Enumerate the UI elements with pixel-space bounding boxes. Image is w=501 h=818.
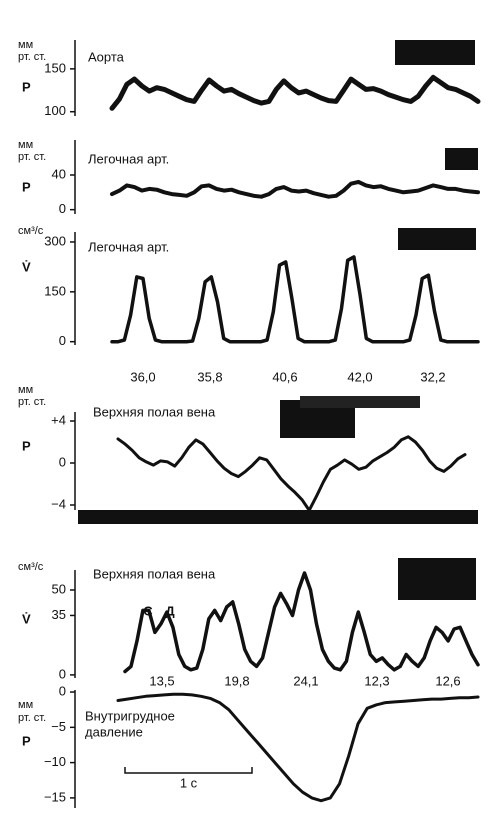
waveform [109, 74, 481, 111]
y-tick-label: −5 [51, 719, 66, 734]
y-tick-label: 150 [44, 60, 66, 75]
y-tick-label: 0 [59, 683, 66, 698]
y-unit: мм [18, 384, 33, 396]
y-tick-label: −4 [51, 496, 66, 511]
stroke-volume-label: 36,0 [130, 369, 155, 384]
waveform [110, 255, 480, 344]
y-unit: см³/с [18, 225, 44, 237]
panel-title: Внутригрудное [85, 708, 175, 723]
y-tick-label: 50 [52, 581, 66, 596]
stroke-volume-label: 19,8 [224, 673, 249, 688]
waveform [116, 435, 467, 512]
y-tick-label: 0 [59, 333, 66, 348]
stroke-volume-label: 32,2 [420, 369, 445, 384]
redaction-block [78, 510, 478, 524]
redaction-block [445, 148, 478, 170]
y-symbol: P [22, 438, 31, 453]
panel-title: Легочная арт. [88, 151, 169, 166]
y-tick-label: 0 [59, 666, 66, 681]
y-unit: рт. ст. [18, 396, 46, 408]
panel-title: Аорта [88, 49, 125, 64]
y-unit: рт. ст. [18, 712, 46, 724]
y-unit: рт. ст. [18, 51, 46, 63]
stroke-volume-label: 40,6 [272, 369, 297, 384]
waveform [116, 692, 480, 803]
waveform [110, 179, 480, 199]
stroke-volume-label: 35,8 [197, 369, 222, 384]
y-tick-label: 0 [59, 201, 66, 216]
y-unit: см³/с [18, 561, 44, 573]
y-tick-label: +4 [51, 412, 66, 427]
waveform [123, 571, 480, 674]
panel-title: Легочная арт. [88, 239, 169, 254]
stroke-volume-label: 13,5 [149, 673, 174, 688]
y-unit: мм [18, 139, 33, 151]
redaction-block [395, 40, 475, 65]
y-tick-label: 40 [52, 166, 66, 181]
y-tick-label: 300 [44, 233, 66, 248]
stroke-volume-label: 24,1 [293, 673, 318, 688]
y-tick-label: 100 [44, 103, 66, 118]
stroke-volume-label: 42,0 [347, 369, 372, 384]
y-symbol: V̇ [22, 611, 31, 626]
y-tick-label: −10 [44, 754, 66, 769]
panel-title: давление [85, 724, 143, 739]
y-symbol: P [22, 733, 31, 748]
panel-title: Верхняя полая вена [93, 566, 216, 581]
y-unit: рт. ст. [18, 151, 46, 163]
redaction-block [398, 228, 476, 250]
y-symbol: P [22, 179, 31, 194]
stroke-volume-label: 12,3 [364, 673, 389, 688]
y-symbol: P [22, 79, 31, 94]
y-tick-label: 35 [52, 607, 66, 622]
y-tick-label: 150 [44, 283, 66, 298]
redaction-block [300, 396, 420, 408]
y-tick-label: 0 [59, 454, 66, 469]
panel-title: Верхняя полая вена [93, 404, 216, 419]
stroke-volume-label: 12,6 [435, 673, 460, 688]
wave-marker: Д [165, 603, 175, 618]
y-unit: мм [18, 699, 33, 711]
scale-bar-label: 1 с [180, 775, 198, 790]
wave-marker: С [143, 603, 153, 618]
scale-bar [124, 767, 253, 774]
y-unit: мм [18, 39, 33, 51]
y-symbol: V̇ [22, 259, 31, 274]
y-tick-label: −15 [44, 789, 66, 804]
redaction-block [398, 558, 476, 600]
